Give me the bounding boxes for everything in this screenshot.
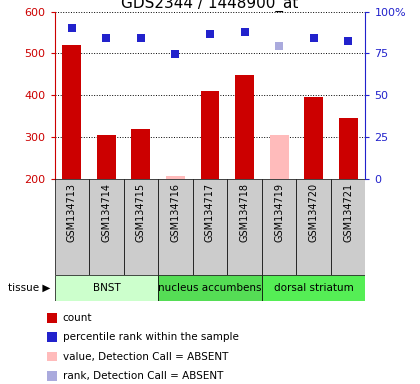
Point: [241, 28, 248, 35]
Bar: [47, 371, 58, 381]
Bar: [262, 275, 365, 301]
Bar: [47, 333, 58, 342]
Text: GSM134713: GSM134713: [67, 184, 77, 242]
Point: [276, 43, 282, 49]
Bar: [55, 275, 158, 301]
Text: nucleus accumbens: nucleus accumbens: [158, 283, 262, 293]
Text: GSM134720: GSM134720: [309, 184, 319, 242]
Text: GSM134719: GSM134719: [274, 184, 284, 242]
Text: GSM134716: GSM134716: [171, 184, 181, 242]
Text: GSM134715: GSM134715: [136, 184, 146, 242]
Bar: [55, 179, 89, 275]
Title: GDS2344 / 1448900_at: GDS2344 / 1448900_at: [121, 0, 299, 12]
Bar: [227, 179, 262, 275]
Point: [310, 35, 317, 41]
Text: dorsal striatum: dorsal striatum: [274, 283, 354, 293]
Text: BNST: BNST: [92, 283, 120, 293]
Text: GSM134721: GSM134721: [343, 184, 353, 242]
Bar: [89, 179, 123, 275]
Text: GSM134718: GSM134718: [239, 184, 249, 242]
Bar: [297, 179, 331, 275]
Bar: [123, 179, 158, 275]
Bar: [47, 352, 58, 361]
Bar: [158, 275, 262, 301]
Bar: [97, 135, 116, 179]
Point: [68, 25, 75, 31]
Text: rank, Detection Call = ABSENT: rank, Detection Call = ABSENT: [63, 371, 223, 381]
Text: value, Detection Call = ABSENT: value, Detection Call = ABSENT: [63, 352, 228, 362]
Bar: [235, 75, 254, 179]
Bar: [304, 97, 323, 179]
Bar: [63, 45, 81, 179]
Point: [103, 35, 110, 41]
Bar: [158, 179, 193, 275]
Bar: [166, 177, 185, 179]
Bar: [331, 179, 365, 275]
Bar: [47, 313, 58, 323]
Point: [172, 51, 179, 57]
Text: GSM134714: GSM134714: [101, 184, 111, 242]
Text: count: count: [63, 313, 92, 323]
Text: tissue ▶: tissue ▶: [8, 283, 50, 293]
Text: GSM134717: GSM134717: [205, 184, 215, 242]
Point: [345, 38, 352, 44]
Bar: [339, 118, 357, 179]
Bar: [262, 179, 297, 275]
Bar: [193, 179, 227, 275]
Bar: [131, 129, 150, 179]
Bar: [200, 91, 220, 179]
Point: [207, 31, 213, 38]
Bar: [270, 135, 289, 179]
Text: percentile rank within the sample: percentile rank within the sample: [63, 332, 239, 342]
Point: [138, 35, 144, 41]
